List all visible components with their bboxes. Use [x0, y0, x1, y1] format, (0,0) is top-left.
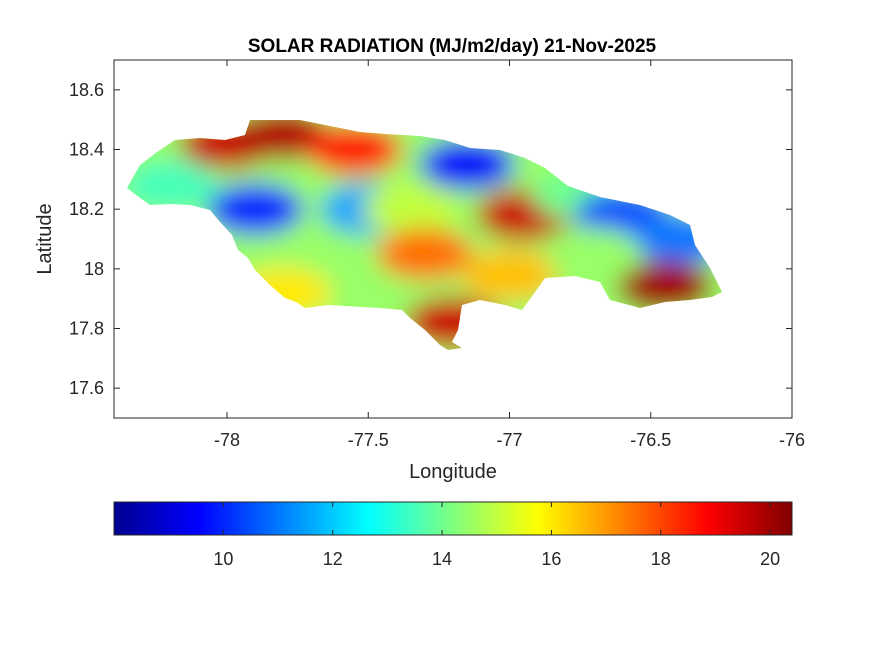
x-tick-label: -77.5 [348, 430, 389, 450]
y-tick-label: 18 [84, 259, 104, 279]
heat-region [546, 227, 643, 280]
heat-region [207, 183, 304, 236]
colorbar-gradient [114, 502, 792, 535]
x-axis: -78 -77.5 -77 -76.5 -76 [214, 60, 805, 450]
colorbar-frame [113, 501, 793, 536]
y-axis: 17.6 17.8 18 18.2 18.4 18.6 [69, 80, 792, 398]
colorbar: 10 12 14 16 18 20 [113, 501, 793, 569]
colorbar-tick-label: 18 [651, 549, 671, 569]
colorbar-tick-label: 14 [432, 549, 452, 569]
x-axis-label: Longitude [409, 461, 497, 483]
x-tick-label: -78 [214, 430, 240, 450]
y-tick-label: 18.6 [69, 80, 104, 100]
colorbar-tick-label: 10 [213, 549, 233, 569]
heat-region [616, 260, 713, 313]
colorbar-tick-label: 12 [323, 549, 343, 569]
heat-region [461, 248, 558, 301]
heat-region [362, 183, 459, 236]
chart-title: SOLAR RADIATION (MJ/m2/day) 21-Nov-2025 [248, 36, 657, 57]
y-tick-label: 17.8 [69, 319, 104, 339]
y-tick-label: 18.2 [69, 199, 104, 219]
heat-region [127, 159, 219, 212]
y-axis-label: Latitude [34, 203, 56, 274]
colorbar-tick-label: 20 [760, 549, 780, 569]
y-tick-label: 18.4 [69, 140, 104, 160]
x-tick-label: -77 [496, 430, 522, 450]
plot-area [113, 59, 793, 419]
heat-region [376, 227, 473, 280]
colorbar-tick-label: 16 [541, 549, 561, 569]
heat-region [306, 123, 403, 176]
plot-frame [113, 59, 793, 419]
y-tick-label: 17.6 [69, 378, 104, 398]
colorbar-ticks: 10 12 14 16 18 20 [213, 502, 780, 569]
x-tick-label: -76 [779, 430, 805, 450]
x-tick-label: -76.5 [630, 430, 671, 450]
heat-region [419, 138, 516, 191]
